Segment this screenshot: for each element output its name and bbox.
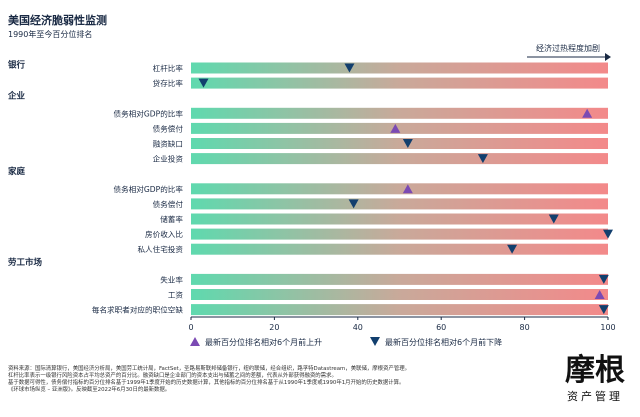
data-marker-up <box>594 290 605 299</box>
x-tick-label: 60 <box>436 323 446 332</box>
gradient-bar <box>191 273 608 285</box>
logo-sub: 资产管理 <box>567 389 623 403</box>
footnote-1: 资料来源：国际清算银行，美国经济分析局，美国劳工统计局，FactSet，圣路易斯… <box>8 364 410 372</box>
data-marker-down <box>348 199 359 209</box>
legend-up-label: 最新百分位排名相对6个月前上升 <box>205 337 322 347</box>
gradient-bar <box>191 77 608 89</box>
row-label: 每名求职者对应的职位空缺 <box>92 305 184 315</box>
x-tick-label: 40 <box>353 323 363 332</box>
legend-up-triangle <box>190 337 200 346</box>
footnote-3: 基于数据可得性，债务偿付指标的百分位排名基于1999年1季度开始的历史数据计算，… <box>8 378 404 386</box>
row-label: 债务相对GDP的比率 <box>114 108 184 118</box>
footnote-2: 杠杆比率表示一级银行风险资本占平均总资产的百分比。融资缺口是企业部门的资本支出与… <box>8 371 337 379</box>
row-label: 融资缺口 <box>153 139 183 149</box>
footnote-4: 《环球市场纵览 – 亚洲版》。反映截至2022年6月30日的最新数据。 <box>8 385 170 393</box>
gradient-bar <box>191 198 608 210</box>
x-axis: 0 20 40 60 80 100 <box>188 316 616 332</box>
row-label: 房价收入比 <box>145 229 183 239</box>
gradient-bar <box>191 107 608 119</box>
x-tick-label: 20 <box>269 323 279 332</box>
group-label: 劳工市场 <box>8 257 43 268</box>
data-marker-down <box>598 305 609 315</box>
group-label: 家庭 <box>8 166 26 177</box>
arrow-label: 经济过热程度加剧 <box>536 43 600 53</box>
legend-down-triangle <box>370 337 380 346</box>
x-tick-label: 100 <box>600 323 615 332</box>
row-label: 债务偿付 <box>153 123 184 133</box>
chart-title: 美国经济脆弱性监测 <box>8 13 107 27</box>
data-marker-down <box>548 214 559 224</box>
data-marker-up <box>582 108 593 118</box>
data-marker-up <box>402 184 413 194</box>
overheating-arrow: 经济过热程度加剧 <box>527 43 611 61</box>
data-marker-up <box>390 123 401 133</box>
chart-subtitle: 1990年至今百分位排名 <box>8 29 92 39</box>
group-label: 企业 <box>7 91 26 102</box>
gradient-bar <box>191 213 608 225</box>
row-label: 企业投资 <box>153 154 184 164</box>
data-marker-down <box>603 229 613 239</box>
x-tick-label: 80 <box>520 323 530 332</box>
footnotes: 资料来源：国际清算银行，美国经济分析局，美国劳工统计局，FactSet，圣路易斯… <box>8 364 410 393</box>
gradient-bar <box>191 122 608 134</box>
gradient-bar <box>191 153 608 165</box>
gradient-bar <box>191 243 608 255</box>
row-label: 工资 <box>168 290 184 300</box>
data-marker-down <box>198 78 209 88</box>
jp-morgan-logo: 摩根 资产管理 <box>565 353 625 403</box>
row-label: 杠杆比率 <box>153 63 184 73</box>
row-label: 债务偿付 <box>153 199 184 209</box>
row-label: 储蓄率 <box>160 214 183 224</box>
legend-down-label: 最新百分位排名相对6个月前下降 <box>385 337 502 347</box>
row-label: 债务相对GDP的比率 <box>114 184 184 194</box>
gradient-bar <box>191 62 608 74</box>
data-marker-down <box>344 63 355 73</box>
data-marker-down <box>402 139 413 148</box>
gradient-bar <box>191 289 608 300</box>
data-marker-down <box>507 244 518 254</box>
logo-name: 摩根 <box>565 353 625 388</box>
data-marker-down <box>598 274 609 284</box>
legend: 最新百分位排名相对6个月前上升 最新百分位排名相对6个月前下降 <box>190 337 502 347</box>
data-marker-down <box>477 154 488 164</box>
gradient-bar <box>191 228 608 240</box>
rows-layer: 银行 杠杆比率贷存比率企业债务相对GDP的比率债务偿付融资缺口企业投资家庭债务相对… <box>7 60 613 316</box>
gradient-bar <box>191 304 608 316</box>
gradient-bar <box>191 138 608 149</box>
gradient-bar <box>191 183 608 195</box>
group-label: 银行 <box>7 60 26 71</box>
row-label: 贷存比率 <box>153 78 184 88</box>
row-label: 私人住宅投资 <box>137 244 183 254</box>
x-tick-label: 0 <box>188 323 193 332</box>
row-label: 失业率 <box>160 274 183 284</box>
